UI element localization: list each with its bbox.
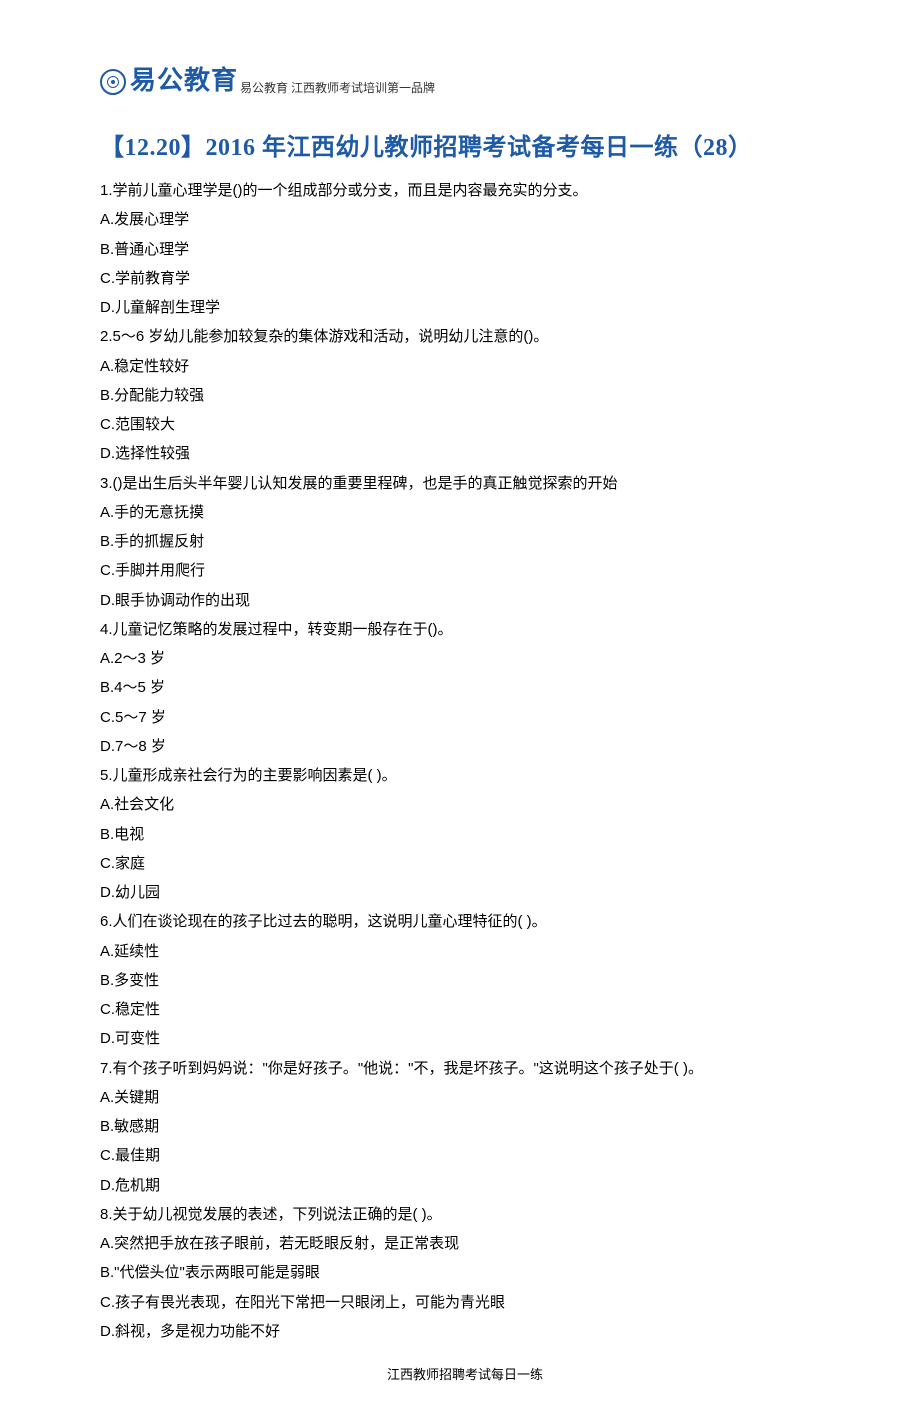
question-option: D.7～8 岁 — [100, 732, 830, 761]
question-option: A.延续性 — [100, 937, 830, 966]
question-option: D.儿童解剖生理学 — [100, 293, 830, 322]
question-option: B.多变性 — [100, 966, 830, 995]
question-option: D.选择性较强 — [100, 439, 830, 468]
question-stem: 2.5～6 岁幼儿能参加较复杂的集体游戏和活动，说明幼儿注意的()。 — [100, 322, 830, 351]
question-option: B.分配能力较强 — [100, 381, 830, 410]
question-option: B.敏感期 — [100, 1112, 830, 1141]
question-option: A.突然把手放在孩子眼前，若无眨眼反射，是正常表现 — [100, 1229, 830, 1258]
question-option: A.手的无意抚摸 — [100, 498, 830, 527]
question-stem: 6.人们在谈论现在的孩子比过去的聪明，这说明儿童心理特征的( )。 — [100, 907, 830, 936]
question-option: A.发展心理学 — [100, 205, 830, 234]
question-option: C.稳定性 — [100, 995, 830, 1024]
question-option: A.社会文化 — [100, 790, 830, 819]
question-option: A.2～3 岁 — [100, 644, 830, 673]
question-option: B.普通心理学 — [100, 235, 830, 264]
question-option: C.孩子有畏光表现，在阳光下常把一只眼闭上，可能为青光眼 — [100, 1288, 830, 1317]
question-stem: 7.有个孩子听到妈妈说："你是好孩子。"他说："不，我是坏孩子。"这说明这个孩子… — [100, 1054, 830, 1083]
question-option: C.学前教育学 — [100, 264, 830, 293]
question-option: C.范围较大 — [100, 410, 830, 439]
question-option: B.电视 — [100, 820, 830, 849]
brand-name: 易公教育 — [130, 60, 238, 97]
tagline: 易公教育 江西教师考试培训第一品牌 — [240, 79, 435, 96]
question-option: C.家庭 — [100, 849, 830, 878]
question-stem: 1.学前儿童心理学是()的一个组成部分或分支，而且是内容最充实的分支。 — [100, 176, 830, 205]
question-option: D.幼儿园 — [100, 878, 830, 907]
logo: 易公教育 — [100, 60, 238, 97]
question-option: D.危机期 — [100, 1171, 830, 1200]
question-option: D.可变性 — [100, 1024, 830, 1053]
header: 易公教育 易公教育 江西教师考试培训第一品牌 — [100, 60, 830, 97]
question-option: A.稳定性较好 — [100, 352, 830, 381]
question-option: C.手脚并用爬行 — [100, 556, 830, 585]
question-option: D.眼手协调动作的出现 — [100, 586, 830, 615]
content: 1.学前儿童心理学是()的一个组成部分或分支，而且是内容最充实的分支。A.发展心… — [100, 176, 830, 1346]
footer: 江西教师招聘考试每日一练 — [100, 1364, 830, 1383]
page: 易公教育 易公教育 江西教师考试培训第一品牌 【12.20】2016 年江西幼儿… — [0, 0, 920, 1423]
question-option: B."代偿头位"表示两眼可能是弱眼 — [100, 1258, 830, 1287]
question-option: A.关键期 — [100, 1083, 830, 1112]
question-option: B.4～5 岁 — [100, 673, 830, 702]
question-option: D.斜视，多是视力功能不好 — [100, 1317, 830, 1346]
question-stem: 3.()是出生后头半年婴儿认知发展的重要里程碑，也是手的真正触觉探索的开始 — [100, 469, 830, 498]
question-option: C.5～7 岁 — [100, 703, 830, 732]
question-stem: 5.儿童形成亲社会行为的主要影响因素是( )。 — [100, 761, 830, 790]
logo-icon — [100, 69, 126, 95]
question-stem: 4.儿童记忆策略的发展过程中，转变期一般存在于()。 — [100, 615, 830, 644]
page-title: 【12.20】2016 年江西幼儿教师招聘考试备考每日一练（28） — [100, 127, 830, 162]
question-option: B.手的抓握反射 — [100, 527, 830, 556]
question-option: C.最佳期 — [100, 1141, 830, 1170]
question-stem: 8.关于幼儿视觉发展的表述，下列说法正确的是( )。 — [100, 1200, 830, 1229]
